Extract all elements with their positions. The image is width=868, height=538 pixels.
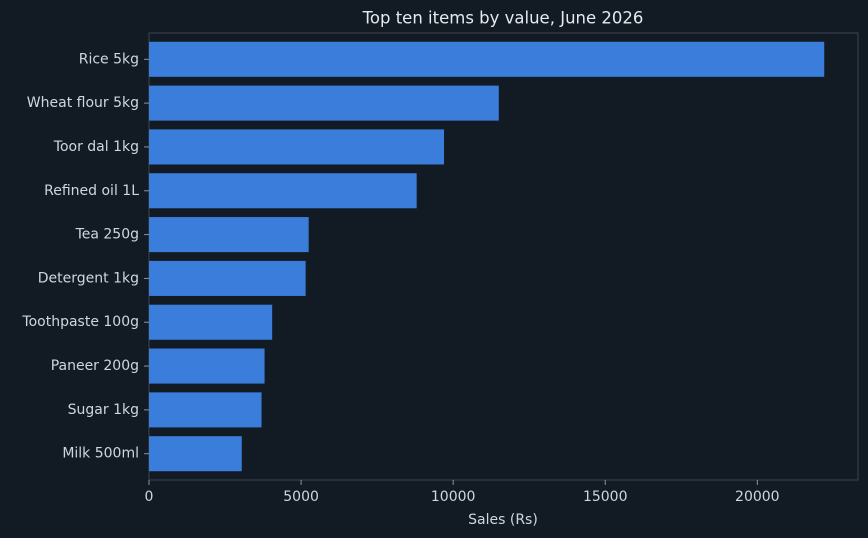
bar xyxy=(149,217,309,253)
x-tick-label: 5000 xyxy=(283,489,319,505)
y-tick-label: Milk 500ml xyxy=(62,446,139,462)
y-tick-label: Detergent 1kg xyxy=(38,270,139,286)
y-tick-label: Paneer 200g xyxy=(51,358,139,374)
x-tick-label: 10000 xyxy=(431,489,476,505)
y-tick-label: Toor dal 1kg xyxy=(53,139,139,155)
bar xyxy=(149,260,306,296)
plot-frame xyxy=(148,32,859,481)
bar xyxy=(149,129,445,165)
x-tick-label: 15000 xyxy=(583,489,628,505)
bar xyxy=(149,304,273,340)
y-tick-label: Toothpaste 100g xyxy=(21,314,139,330)
y-tick-label: Refined oil 1L xyxy=(44,183,139,199)
y-tick-label: Rice 5kg xyxy=(79,51,139,67)
bar xyxy=(149,348,265,384)
x-tick-label: 0 xyxy=(145,489,154,505)
x-axis-label: Sales (Rs) xyxy=(468,512,538,528)
bar xyxy=(149,41,825,77)
bar xyxy=(149,392,262,428)
bar xyxy=(149,173,417,209)
chart-title: Top ten items by value, June 2026 xyxy=(362,9,644,28)
x-tick-label: 20000 xyxy=(735,489,780,505)
y-tick-label: Sugar 1kg xyxy=(68,402,139,418)
bar xyxy=(149,85,499,121)
bar xyxy=(149,436,242,472)
y-tick-label: Tea 250g xyxy=(75,227,139,243)
y-tick-label: Wheat flour 5kg xyxy=(27,95,139,111)
